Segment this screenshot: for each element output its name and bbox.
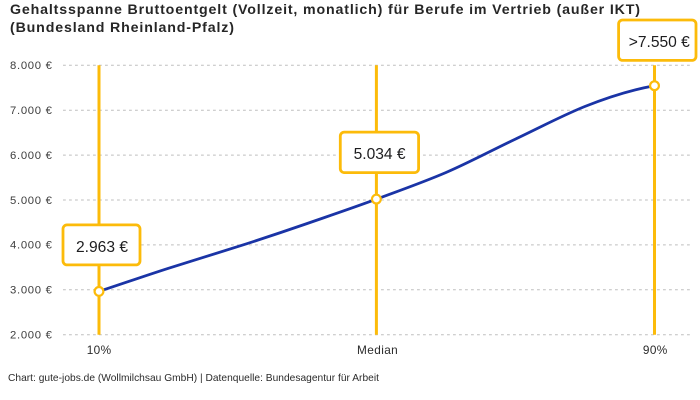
svg-text:6.000 €: 6.000 €	[10, 150, 53, 162]
svg-text:8.000 €: 8.000 €	[10, 60, 53, 72]
svg-text:5.034 €: 5.034 €	[354, 146, 406, 163]
svg-text:3.000 €: 3.000 €	[10, 285, 53, 297]
svg-text:7.000 €: 7.000 €	[10, 105, 53, 117]
svg-text:4.000 €: 4.000 €	[10, 240, 53, 252]
svg-text:Chart: gute-jobs.de (Wollmilch: Chart: gute-jobs.de (Wollmilchsau GmbH) …	[8, 373, 379, 384]
svg-text:Gehaltsspanne Bruttoentgelt (V: Gehaltsspanne Bruttoentgelt (Vollzeit, m…	[10, 2, 641, 18]
svg-text:(Bundesland Rheinland-Pfalz): (Bundesland Rheinland-Pfalz)	[10, 20, 235, 36]
svg-text:2.000 €: 2.000 €	[10, 330, 53, 342]
svg-text:90%: 90%	[643, 343, 668, 357]
svg-text:Median: Median	[357, 343, 398, 357]
svg-text:10%: 10%	[87, 343, 112, 357]
svg-text:>7.550 €: >7.550 €	[629, 34, 690, 51]
svg-text:2.963 €: 2.963 €	[76, 239, 128, 256]
svg-text:5.000 €: 5.000 €	[10, 195, 53, 207]
